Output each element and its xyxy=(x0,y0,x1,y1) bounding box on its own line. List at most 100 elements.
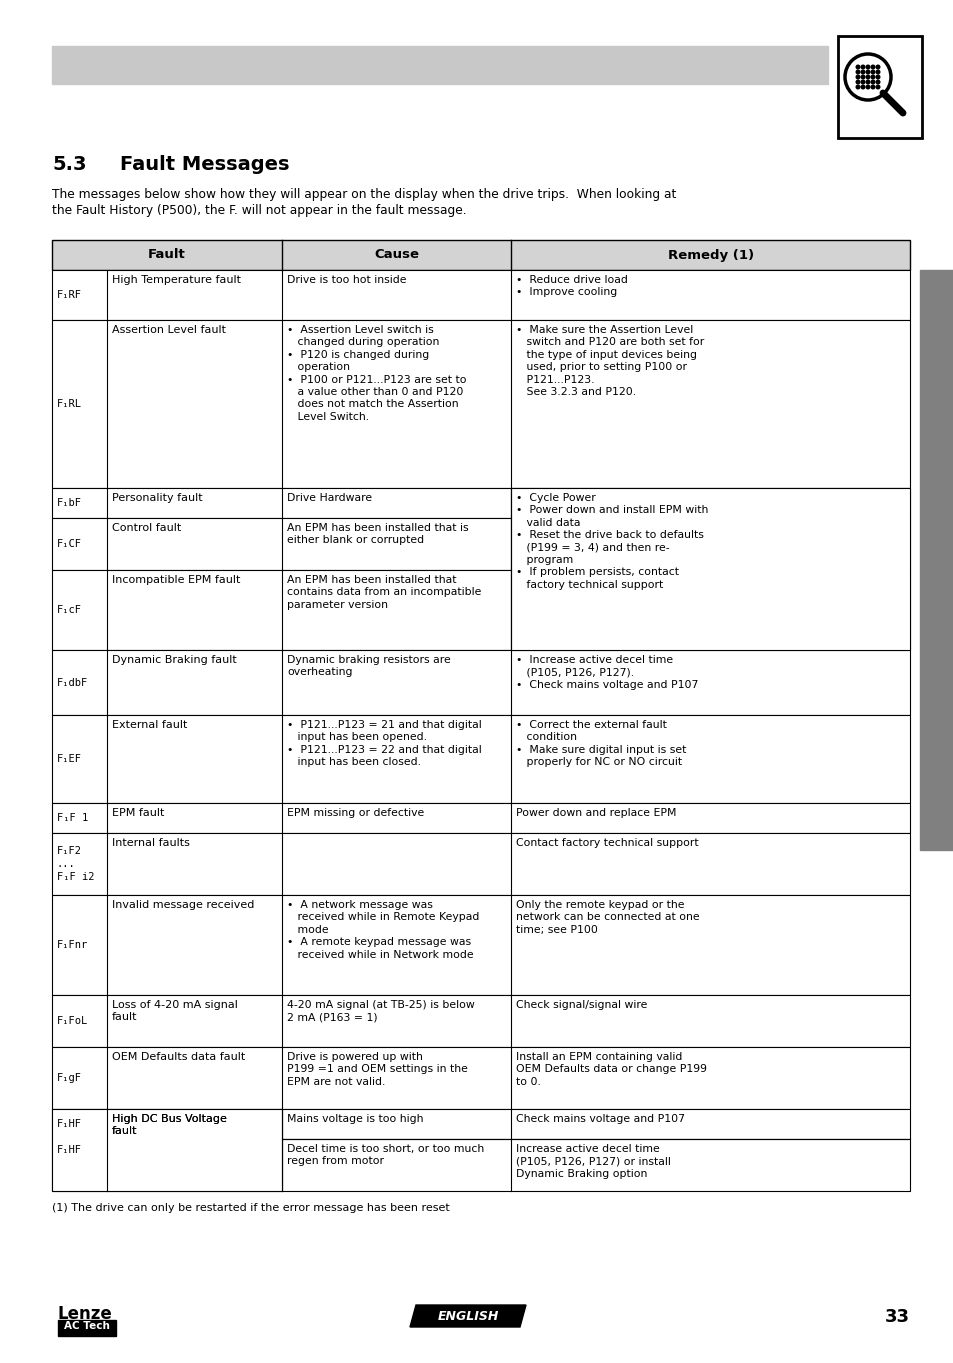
Text: AC Tech: AC Tech xyxy=(64,1321,110,1332)
Bar xyxy=(52,1109,282,1191)
Text: Lenze: Lenze xyxy=(58,1304,112,1323)
Text: Control fault: Control fault xyxy=(112,523,181,533)
Text: Invalid message received: Invalid message received xyxy=(112,900,254,910)
Text: F₁dbF: F₁dbF xyxy=(57,677,89,687)
Circle shape xyxy=(870,86,874,89)
Bar xyxy=(52,833,909,895)
Text: •  Increase active decel time
   (P105, P126, P127).
•  Check mains voltage and : • Increase active decel time (P105, P126… xyxy=(516,656,698,690)
Text: Drive is powered up with
P199 =1 and OEM settings in the
EPM are not valid.: Drive is powered up with P199 =1 and OEM… xyxy=(287,1052,467,1086)
Text: Decel time is too short, or too much
regen from motor: Decel time is too short, or too much reg… xyxy=(287,1144,484,1167)
Text: Power down and replace EPM: Power down and replace EPM xyxy=(516,808,676,818)
Circle shape xyxy=(855,75,859,79)
Text: 4-20 mA signal (at TB-25) is below
2 mA (P163 = 1): 4-20 mA signal (at TB-25) is below 2 mA … xyxy=(287,1000,475,1022)
Text: The messages below show how they will appear on the display when the drive trips: The messages below show how they will ap… xyxy=(52,188,676,200)
Circle shape xyxy=(865,75,869,79)
Circle shape xyxy=(865,71,869,74)
Text: F₁HF: F₁HF xyxy=(57,1119,82,1129)
Circle shape xyxy=(870,65,874,68)
Text: Personality fault: Personality fault xyxy=(112,493,202,503)
Text: F₁cF: F₁cF xyxy=(57,605,82,615)
Text: F₁RL: F₁RL xyxy=(57,399,82,409)
Text: Contact factory technical support: Contact factory technical support xyxy=(516,838,699,848)
Text: Cause: Cause xyxy=(374,248,418,262)
Text: External fault: External fault xyxy=(112,720,187,731)
Text: F₁FoL: F₁FoL xyxy=(57,1015,89,1026)
Text: Only the remote keypad or the
network can be connected at one
time; see P100: Only the remote keypad or the network ca… xyxy=(516,900,700,935)
Bar xyxy=(52,570,909,650)
Circle shape xyxy=(875,80,879,83)
Circle shape xyxy=(861,86,863,89)
Bar xyxy=(52,320,909,488)
Text: High Temperature fault: High Temperature fault xyxy=(112,275,241,285)
Text: •  Assertion Level switch is
   changed during operation
•  P120 is changed duri: • Assertion Level switch is changed duri… xyxy=(287,324,466,421)
Text: Check mains voltage and P107: Check mains voltage and P107 xyxy=(516,1114,684,1124)
Circle shape xyxy=(875,86,879,89)
Text: the Fault History (P500), the F. will not appear in the fault message.: the Fault History (P500), the F. will no… xyxy=(52,204,466,217)
Text: F₁HF: F₁HF xyxy=(57,1145,82,1154)
Text: F₁bF: F₁bF xyxy=(57,497,82,508)
Bar xyxy=(52,46,827,85)
Circle shape xyxy=(870,71,874,74)
Circle shape xyxy=(861,75,863,79)
Text: Drive Hardware: Drive Hardware xyxy=(287,493,372,503)
Bar xyxy=(52,488,909,518)
Circle shape xyxy=(861,71,863,74)
Circle shape xyxy=(865,80,869,83)
Text: Assertion Level fault: Assertion Level fault xyxy=(112,324,226,335)
Text: OEM Defaults data fault: OEM Defaults data fault xyxy=(112,1052,245,1062)
Bar xyxy=(919,270,953,851)
Bar xyxy=(52,1047,909,1109)
Bar xyxy=(52,518,909,570)
Bar xyxy=(52,803,909,833)
Bar xyxy=(52,895,909,995)
Text: 33: 33 xyxy=(884,1308,909,1326)
Bar xyxy=(511,488,909,650)
Bar xyxy=(52,1139,909,1191)
Circle shape xyxy=(865,65,869,68)
Text: Remedy (1): Remedy (1) xyxy=(667,248,753,262)
Circle shape xyxy=(855,71,859,74)
Text: F₁F2
...
F₁F i2: F₁F2 ... F₁F i2 xyxy=(57,846,94,882)
Text: F₁Fnr: F₁Fnr xyxy=(57,940,89,950)
Text: Install an EPM containing valid
OEM Defaults data or change P199
to 0.: Install an EPM containing valid OEM Defa… xyxy=(516,1052,706,1086)
Circle shape xyxy=(855,65,859,68)
Text: Increase active decel time
(P105, P126, P127) or install
Dynamic Braking option: Increase active decel time (P105, P126, … xyxy=(516,1144,670,1179)
Text: ENGLISH: ENGLISH xyxy=(436,1310,498,1322)
Text: •  Correct the external fault
   condition
•  Make sure digital input is set
   : • Correct the external fault condition •… xyxy=(516,720,686,767)
Text: •  Cycle Power
•  Power down and install EPM with
   valid data
•  Reset the dri: • Cycle Power • Power down and install E… xyxy=(516,493,708,590)
Bar xyxy=(52,716,909,803)
Text: F₁EF: F₁EF xyxy=(57,754,82,765)
Text: Drive is too hot inside: Drive is too hot inside xyxy=(287,275,406,285)
Bar xyxy=(52,1109,909,1139)
Bar xyxy=(837,35,921,138)
Text: EPM missing or defective: EPM missing or defective xyxy=(287,808,424,818)
Circle shape xyxy=(855,80,859,83)
Text: Dynamic Braking fault: Dynamic Braking fault xyxy=(112,656,236,665)
Circle shape xyxy=(875,71,879,74)
Text: •  Make sure the Assertion Level
   switch and P120 are both set for
   the type: • Make sure the Assertion Level switch a… xyxy=(516,324,703,397)
Text: F₁F 1: F₁F 1 xyxy=(57,812,89,823)
Text: EPM fault: EPM fault xyxy=(112,808,164,818)
Bar xyxy=(52,995,909,1047)
Text: Fault: Fault xyxy=(148,248,186,262)
Bar xyxy=(58,1319,116,1336)
Text: 5.3: 5.3 xyxy=(52,155,87,174)
Bar xyxy=(52,650,909,716)
Circle shape xyxy=(875,75,879,79)
Text: Internal faults: Internal faults xyxy=(112,838,190,848)
Text: Dynamic braking resistors are
overheating: Dynamic braking resistors are overheatin… xyxy=(287,656,450,677)
Text: Check signal/signal wire: Check signal/signal wire xyxy=(516,1000,647,1010)
Text: An EPM has been installed that
contains data from an incompatible
parameter vers: An EPM has been installed that contains … xyxy=(287,575,481,609)
Text: Incompatible EPM fault: Incompatible EPM fault xyxy=(112,575,240,585)
Text: (1) The drive can only be restarted if the error message has been reset: (1) The drive can only be restarted if t… xyxy=(52,1204,449,1213)
Text: High DC Bus Voltage
fault: High DC Bus Voltage fault xyxy=(112,1114,227,1137)
Text: An EPM has been installed that is
either blank or corrupted: An EPM has been installed that is either… xyxy=(287,523,468,545)
Text: F₁RF: F₁RF xyxy=(57,290,82,300)
Text: High DC Bus Voltage
fault: High DC Bus Voltage fault xyxy=(112,1114,227,1137)
Text: Fault Messages: Fault Messages xyxy=(120,155,289,174)
Polygon shape xyxy=(410,1304,525,1328)
Text: •  A network message was
   received while in Remote Keypad
   mode
•  A remote : • A network message was received while i… xyxy=(287,900,478,960)
Circle shape xyxy=(875,65,879,68)
Circle shape xyxy=(870,80,874,83)
Bar xyxy=(52,270,909,320)
